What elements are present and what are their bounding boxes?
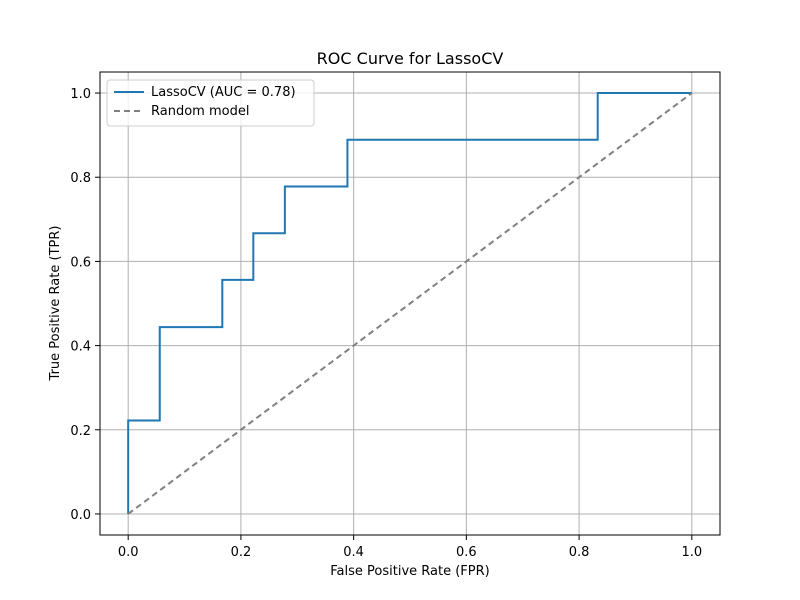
y-tick-label-1.0: 1.0	[70, 87, 91, 102]
x-axis-label: False Positive Rate (FPR)	[330, 564, 489, 579]
legend-label-lassocv: LassoCV (AUC = 0.78)	[151, 85, 296, 100]
x-tick-label-0.2: 0.2	[231, 545, 252, 560]
legend-label-random-model: Random model	[151, 104, 249, 119]
y-tick-label-0.4: 0.4	[70, 340, 91, 355]
x-tick-label-0.8: 0.8	[569, 545, 590, 560]
grid-layer	[100, 72, 720, 535]
x-tick-label-0.0: 0.0	[118, 545, 139, 560]
roc-curve-lassocv	[127, 92, 692, 514]
legend: LassoCV (AUC = 0.78) Random model	[106, 79, 315, 127]
plot-layer	[127, 92, 693, 515]
x-tick-label-0.6: 0.6	[456, 545, 477, 560]
plot-frame	[99, 71, 721, 536]
random-model-line	[127, 92, 693, 515]
y-tick-label-0.8: 0.8	[70, 171, 91, 186]
chart-title: ROC Curve for LassoCV	[317, 49, 504, 68]
y-tick-label-0.0: 0.0	[70, 508, 91, 523]
legend-box	[106, 79, 315, 127]
x-tick-label-0.4: 0.4	[343, 545, 364, 560]
y-tick-label-0.6: 0.6	[70, 255, 91, 270]
y-tick-label-0.2: 0.2	[70, 424, 91, 439]
ticks-layer: 0.0 0.2 0.4 0.6 0.8 1.0 0.0 0.2 0.4 0.6 0.8 1.0	[70, 87, 702, 560]
x-tick-label-1.0: 1.0	[681, 545, 702, 560]
y-axis-label: True Positive Rate (TPR)	[48, 226, 63, 382]
